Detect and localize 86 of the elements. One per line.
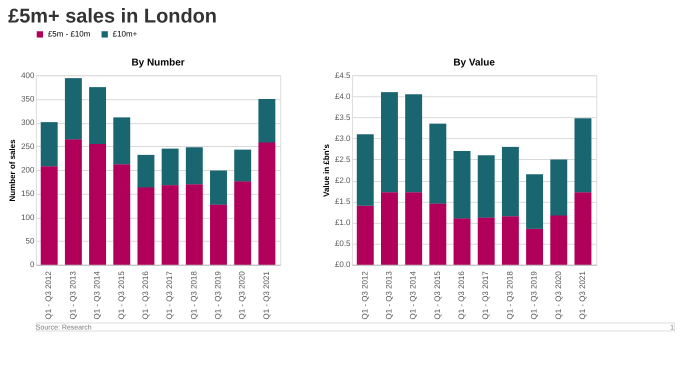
bar [186,184,203,265]
bar [210,204,227,265]
chart-title: By Number [131,57,185,68]
y-tick-label: 0 [30,260,35,270]
bar [574,192,592,265]
x-tick-label: Q1 - Q3 2019 [530,270,539,320]
bar [162,185,179,265]
y-tick-label: 400 [21,70,35,80]
bar [405,192,422,265]
y-axis-title: Number of sales [8,138,18,202]
y-tick-label: £3.0 [334,134,352,143]
y-tick-label: 150 [21,189,35,198]
bar [454,151,470,218]
x-tick-label: Q1 - Q3 2012 [360,270,370,320]
y-tick-label: £2.0 [334,176,352,186]
x-tick-label: Q1 - Q3 2013 [68,270,78,320]
bar [258,98,276,143]
bar [526,228,544,265]
x-tick-label: Q1 - Q3 2020 [238,270,247,320]
bar [526,174,544,229]
bar [478,218,495,265]
x-tick-label: Q1 - Q3 2014 [408,270,418,320]
y-tick-label: 50 [26,236,35,246]
y-tick-label: 350 [21,94,35,104]
x-tick-label: Q1 - Q3 2015 [432,270,442,320]
x-tick-label: Q1 - Q3 2020 [554,270,563,320]
y-tick-label: £2.5 [334,154,352,164]
chart-title: By Value [453,57,496,68]
bar [405,94,422,192]
y-tick-label: £3.5 [334,112,352,122]
x-tick-label: Q1 - Q3 2018 [505,270,514,320]
y-tick-label: £4.0 [334,92,352,101]
bar [210,170,227,205]
bar [380,92,398,192]
x-tick-label: Q1 - Q3 2016 [140,270,150,320]
y-tick-label: £4.5 [334,70,352,80]
x-tick-label: Q1 - Q3 2016 [457,270,466,320]
bar [574,118,592,192]
x-tick-label: Q1 - Q3 2014 [92,270,102,320]
y-tick-label: £1.5 [334,197,352,206]
bar [162,148,179,186]
y-tick-label: 300 [21,118,35,128]
bar [550,215,568,265]
bar [429,204,446,265]
x-tick-label: Q1 - Q3 2021 [262,270,271,320]
bar [454,218,470,265]
x-tick-label: Q1 - Q3 2017 [481,270,490,320]
bar [113,117,130,164]
bar [137,154,154,188]
bar [40,122,58,166]
y-tick-label: 250 [21,142,35,151]
bar [478,155,495,218]
x-tick-label: Q1 - Q3 2018 [189,270,198,320]
bar [356,134,374,206]
bar [89,87,106,144]
x-tick-label: Q1 - Q3 2015 [116,270,126,320]
text: £5m+ sales in London [8,5,217,28]
bar [64,78,82,140]
bar [89,144,106,265]
bar [502,216,519,265]
bar [502,146,519,216]
bar [429,124,446,204]
y-tick-label: 200 [21,165,35,174]
y-tick-label: 100 [21,212,35,222]
bar [258,142,276,265]
bar [380,192,398,265]
bar [356,206,374,265]
bar [137,188,154,265]
bar [234,150,252,182]
x-tick-label: Q1 - Q3 2017 [165,270,174,320]
y-tick-label: £0.5 [334,239,352,248]
x-tick-label: Q1 - Q3 2019 [214,270,222,320]
y-tick-label: £0.0 [334,260,352,270]
bar [40,166,58,265]
y-axis-title: Value in £bn's [322,144,331,197]
bar [234,181,252,265]
x-tick-label: Q1 - Q3 2013 [384,270,394,320]
bar [550,159,568,216]
y-tick-label: £1.0 [334,218,352,228]
bar [64,139,82,265]
bar [113,164,130,265]
legend-label: £10m+ [112,29,138,38]
x-tick-label: Q1 - Q3 2021 [578,270,587,320]
x-tick-label: Q1 - Q3 2012 [44,270,54,320]
legend-label: £5m - £10m [48,29,91,38]
bar [186,147,203,184]
